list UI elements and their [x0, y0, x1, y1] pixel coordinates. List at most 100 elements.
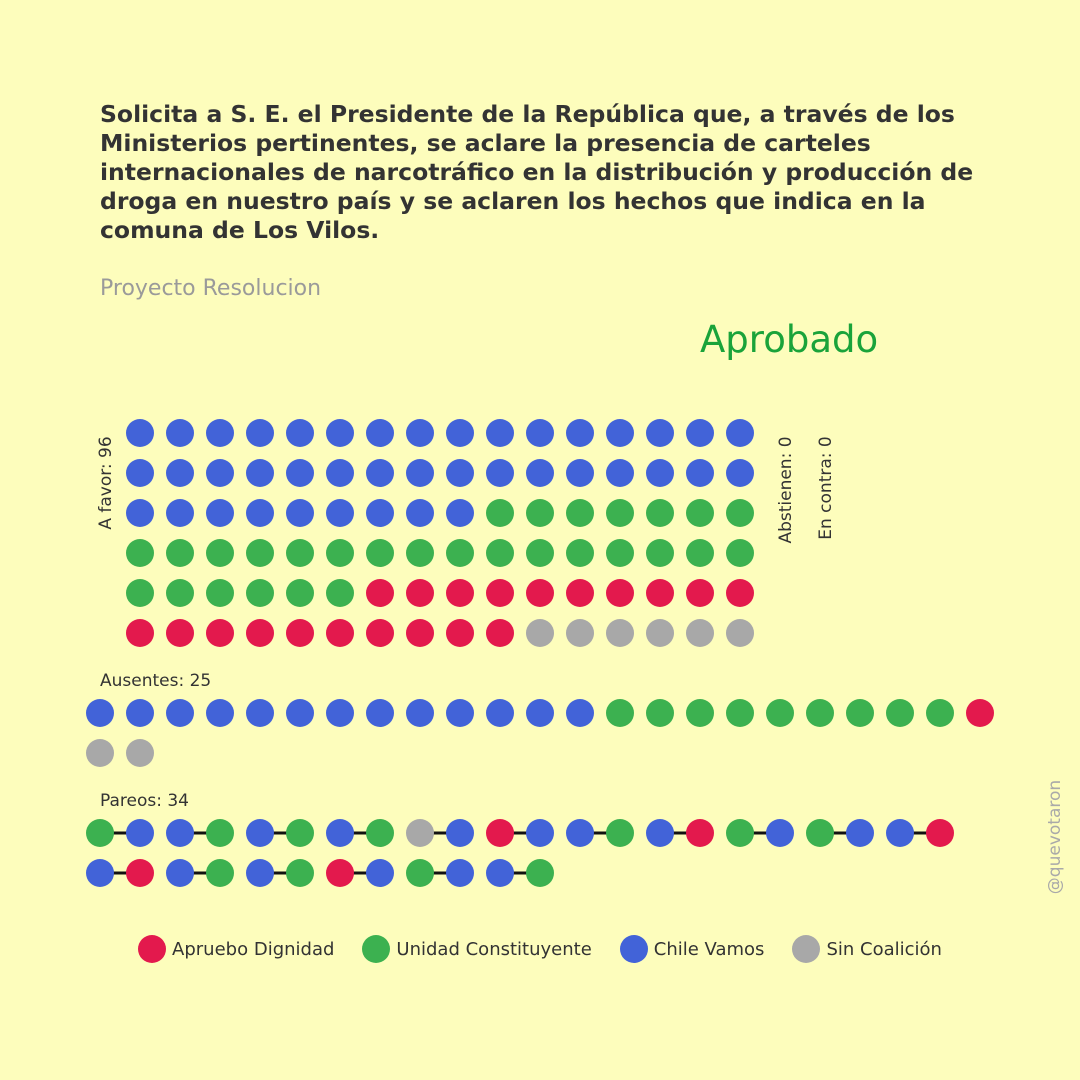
ausente-dot [646, 699, 674, 727]
ausente-dot [86, 739, 114, 767]
favor-dot [366, 419, 394, 447]
pareo-dot [206, 859, 234, 887]
favor-dot [686, 459, 714, 487]
ausente-dot [446, 699, 474, 727]
favor-dot [646, 579, 674, 607]
favor-dot [686, 419, 714, 447]
favor-dot [406, 539, 434, 567]
favor-dot [246, 619, 274, 647]
favor-dot [126, 579, 154, 607]
legend-label: Sin Coalición [826, 938, 942, 960]
favor-dot [406, 419, 434, 447]
ausente-dot [86, 699, 114, 727]
pareo-dot [86, 859, 114, 887]
pareo-dot [206, 819, 234, 847]
favor-dot [166, 619, 194, 647]
ausente-dot [406, 699, 434, 727]
favor-dot [686, 619, 714, 647]
favor-dot [126, 419, 154, 447]
ausente-dot [966, 699, 994, 727]
pareo-dot [646, 819, 674, 847]
pareo-dot [486, 859, 514, 887]
pareo-dot [86, 819, 114, 847]
favor-dot [726, 539, 754, 567]
pareo-dot [246, 819, 274, 847]
legend-label: Unidad Constituyente [396, 938, 592, 960]
ausente-dot [366, 699, 394, 727]
vote-type: Proyecto Resolucion [100, 276, 322, 301]
favor-dot [366, 579, 394, 607]
pareo-dot [926, 819, 954, 847]
pareo-dot [566, 819, 594, 847]
favor-dot [366, 499, 394, 527]
favor-dot [686, 539, 714, 567]
pareo-dot [326, 859, 354, 887]
ausente-dot [126, 739, 154, 767]
ausente-dot [526, 699, 554, 727]
favor-dot [566, 419, 594, 447]
favor-dot [206, 539, 234, 567]
pareo-dot [286, 819, 314, 847]
favor-dot [246, 459, 274, 487]
ausente-dot [566, 699, 594, 727]
legend-item-sin: Sin Coalición [792, 935, 942, 963]
favor-dot [206, 459, 234, 487]
favor-dot [406, 459, 434, 487]
pareo-dot [486, 819, 514, 847]
legend-swatch [792, 935, 821, 963]
favor-dot [366, 539, 394, 567]
ausente-dot [486, 699, 514, 727]
favor-dot [246, 539, 274, 567]
favor-dot [526, 459, 554, 487]
pareo-dot [326, 819, 354, 847]
legend-swatch [138, 935, 167, 963]
favor-dot [686, 579, 714, 607]
favor-dot [566, 619, 594, 647]
favor-dot [326, 619, 354, 647]
favor-dot [486, 619, 514, 647]
favor-dot [326, 419, 354, 447]
vote-dot-chart: A favor: 96 Abstienen: 0 En contra: 0 Au… [86, 419, 994, 887]
pareo-dot [886, 819, 914, 847]
ausente-dot [606, 699, 634, 727]
pareo-dot [286, 859, 314, 887]
ausente-dot [326, 699, 354, 727]
pareo-dot [686, 819, 714, 847]
favor-dot [486, 579, 514, 607]
vote-result: Aprobado [700, 318, 879, 361]
legend-item-apruebo: Apruebo Dignidad [138, 935, 334, 963]
pareo-dot [606, 819, 634, 847]
legend-item-unidad: Unidad Constituyente [362, 935, 592, 963]
legend-item-chile: Chile Vamos [619, 935, 764, 963]
favor-dot [406, 499, 434, 527]
favor-dot [646, 499, 674, 527]
favor-dot [126, 459, 154, 487]
ausente-dot [686, 699, 714, 727]
pareo-dot [446, 819, 474, 847]
favor-dot [606, 539, 634, 567]
ausente-dot [886, 699, 914, 727]
pareo-dot [166, 859, 194, 887]
favor-dot [686, 499, 714, 527]
ausente-dot [166, 699, 194, 727]
favor-dot [126, 539, 154, 567]
favor-dots [126, 419, 754, 647]
ausente-dot [286, 699, 314, 727]
author-handle: @quevotaron [1045, 779, 1065, 895]
vote-title: Solicita a S. E. el Presidente de la Rep… [100, 100, 974, 244]
legend-label: Apruebo Dignidad [172, 938, 335, 960]
favor-dot [726, 419, 754, 447]
pareo-dot [406, 859, 434, 887]
pareo-dot [526, 819, 554, 847]
pareo-dot [526, 859, 554, 887]
favor-dot [326, 579, 354, 607]
ausentes-dots [86, 699, 994, 767]
favor-dot [326, 539, 354, 567]
favor-dot [446, 459, 474, 487]
legend: Apruebo Dignidad Unidad Constituyente Chil… [0, 935, 1080, 963]
pareo-dot [726, 819, 754, 847]
favor-dot [606, 459, 634, 487]
favor-dot [286, 539, 314, 567]
favor-dot [406, 579, 434, 607]
pareos-dots [86, 819, 954, 887]
